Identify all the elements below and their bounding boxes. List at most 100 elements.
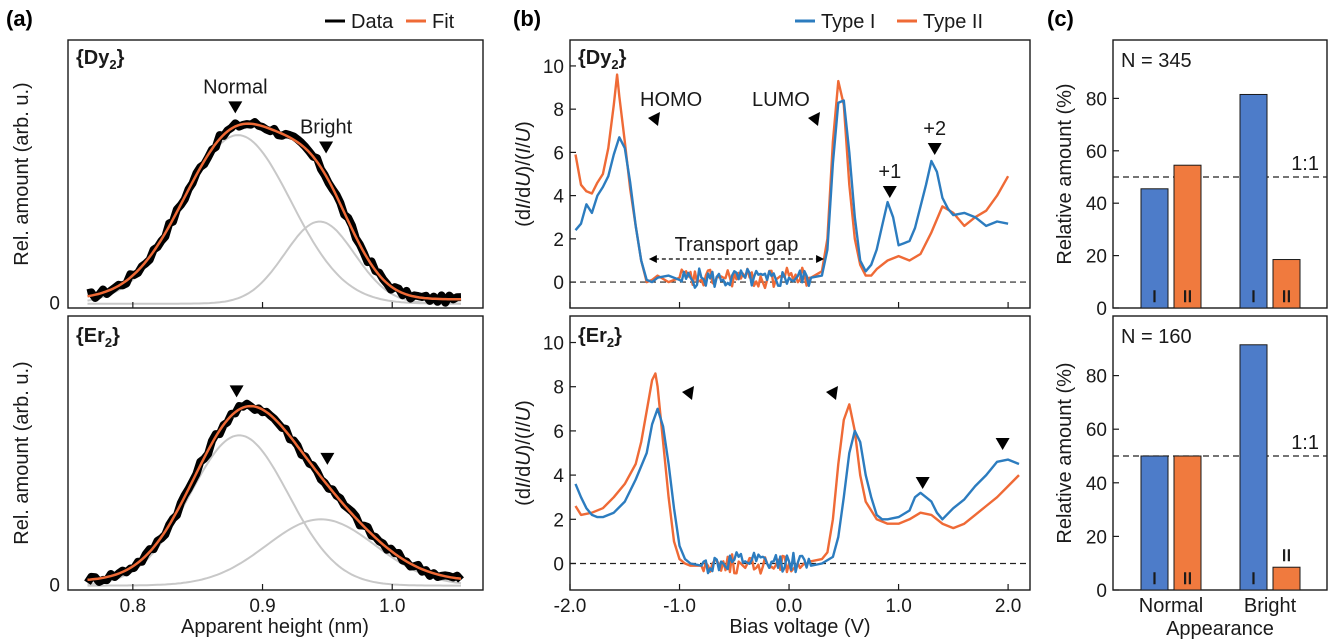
panel-label-c: (c) <box>1047 6 1074 31</box>
series-type-ii <box>574 372 1020 575</box>
sample-count: N = 345 <box>1121 50 1192 72</box>
ylabel-a-bottom: Rel. amount (arb. u.) <box>11 361 33 544</box>
annotation-homo: HOMO <box>640 89 702 111</box>
fit-curve <box>87 404 462 582</box>
bar-normal-type-i <box>1140 188 1169 309</box>
frame-c-bottom <box>1112 315 1328 591</box>
y-tick-label: 0 <box>1096 299 1107 320</box>
molecule-dy-a: {Dy2} <box>76 47 125 72</box>
bar-label: I <box>1152 569 1157 588</box>
y-tick-label: 2 <box>553 510 564 531</box>
x-category-label: Bright <box>1244 595 1297 617</box>
plot-b-top: 0 2 4 6 8 10 (dI/dU)/(I/U) HOMO LUMO +1 +2 Transpor… <box>513 57 1030 308</box>
bar-label: I <box>1251 287 1256 306</box>
homo-marker <box>648 112 660 126</box>
y-tick-label: 6 <box>553 143 564 164</box>
y-tick-label: 0 <box>49 576 60 597</box>
legend-a: Data Fit <box>325 11 455 33</box>
molecule-er-b: {Er2} <box>578 325 622 350</box>
annotation-plus1: +1 <box>878 161 901 183</box>
annotation-plus2: +2 <box>923 118 946 140</box>
panel-label-b: (b) <box>513 6 541 31</box>
x-tick-label: 0.0 <box>776 596 802 617</box>
y-tick-label: 0 <box>553 273 564 294</box>
legend-b: Type I Type II <box>795 11 983 33</box>
bar-label: I <box>1152 287 1157 306</box>
x-tick-label: -1.0 <box>663 596 696 617</box>
frame-b-top <box>569 39 1031 309</box>
y-tick-label: 80 <box>1086 89 1107 110</box>
legend-data-label: Data <box>351 11 394 33</box>
y-tick-label: 8 <box>553 378 564 399</box>
bar-label: II <box>1183 569 1192 588</box>
xlabel-a: Apparent height (nm) <box>181 616 369 638</box>
xlabel-b: Bias voltage (V) <box>729 616 870 638</box>
plot-a-bottom: 0.8 0.9 1.0 0 <box>49 385 464 617</box>
y-tick-label: 0 <box>49 294 60 315</box>
peak-marker-bright <box>320 452 335 465</box>
y-tick-label: 20 <box>1086 527 1107 548</box>
y-tick-label: 60 <box>1086 420 1107 441</box>
bar-normal-type-ii <box>1173 455 1202 591</box>
frame-c-top <box>1112 39 1328 309</box>
annotation-bright: Bright <box>300 116 353 138</box>
y-tick-label: 2 <box>553 230 564 251</box>
bar-bright-type-i <box>1239 344 1268 591</box>
xlabel-c: Appearance <box>1166 618 1274 640</box>
molecule-er-a: {Er2} <box>76 325 120 350</box>
reference-line-label: 1:1 <box>1291 432 1319 454</box>
bar-normal-type-ii <box>1173 164 1202 309</box>
lumo-marker <box>826 386 838 400</box>
peak-marker-normal <box>229 385 244 398</box>
data-curve <box>84 399 464 586</box>
annotation-lumo: LUMO <box>752 89 810 111</box>
x-tick-label: 0.9 <box>249 596 275 617</box>
plus2-marker <box>995 438 1010 450</box>
frame-b-bottom <box>569 315 1031 591</box>
y-tick-label: 20 <box>1086 247 1107 268</box>
y-tick-label: 10 <box>543 334 564 355</box>
peak-marker-normal <box>228 101 243 114</box>
y-tick-label: 6 <box>553 422 564 443</box>
series-type-i <box>574 99 1009 289</box>
plus2-marker <box>927 143 942 155</box>
ylabel-a-top: Rel. amount (arb. u.) <box>11 82 33 265</box>
ylabel-b: (dI/dU)/(I/U) <box>513 400 535 506</box>
transport-gap-arrow-left <box>648 255 657 263</box>
x-category-label: Normal <box>1139 595 1203 617</box>
bar-bright-type-ii <box>1272 259 1301 309</box>
legend-fit-label: Fit <box>432 11 455 33</box>
component-curve-bright <box>87 220 462 305</box>
x-tick-label: 0.8 <box>120 596 146 617</box>
bar-bright-type-ii <box>1272 566 1301 591</box>
legend-type2-label: Type II <box>923 11 983 33</box>
y-tick-label: 40 <box>1086 474 1107 495</box>
legend-type1-label: Type I <box>821 11 875 33</box>
y-tick-label: 8 <box>553 100 564 121</box>
x-tick-label: -2.0 <box>554 596 587 617</box>
bar-label: II <box>1282 287 1291 306</box>
bar-label: II <box>1282 546 1291 565</box>
plot-b-bottom: -2.0 -1.0 0.0 1.0 2.0 0 2 4 6 8 10 (dI/dU)/(I/U) <box>513 334 1030 617</box>
data-curve <box>86 118 462 307</box>
x-tick-label: 2.0 <box>995 596 1021 617</box>
bar-label: II <box>1183 287 1192 306</box>
component-curve-normal <box>87 434 461 587</box>
bar-label: I <box>1251 569 1256 588</box>
lumo-marker <box>808 112 820 126</box>
bar-bright-type-i <box>1239 93 1268 309</box>
y-tick-label: 60 <box>1086 142 1107 163</box>
y-tick-label: 4 <box>553 187 564 208</box>
annotation-normal: Normal <box>203 76 267 98</box>
plus1-marker <box>915 477 930 489</box>
x-tick-label: 1.0 <box>885 596 911 617</box>
frame-a-bottom <box>67 315 484 591</box>
annotation-transport-gap: Transport gap <box>675 234 799 256</box>
frame-a-top <box>67 39 484 309</box>
y-tick-label: 0 <box>553 554 564 575</box>
y-tick-label: 0 <box>1096 581 1107 602</box>
fit-curve <box>87 122 461 301</box>
ylabel-c-top: Relative amount (%) <box>1054 83 1076 264</box>
